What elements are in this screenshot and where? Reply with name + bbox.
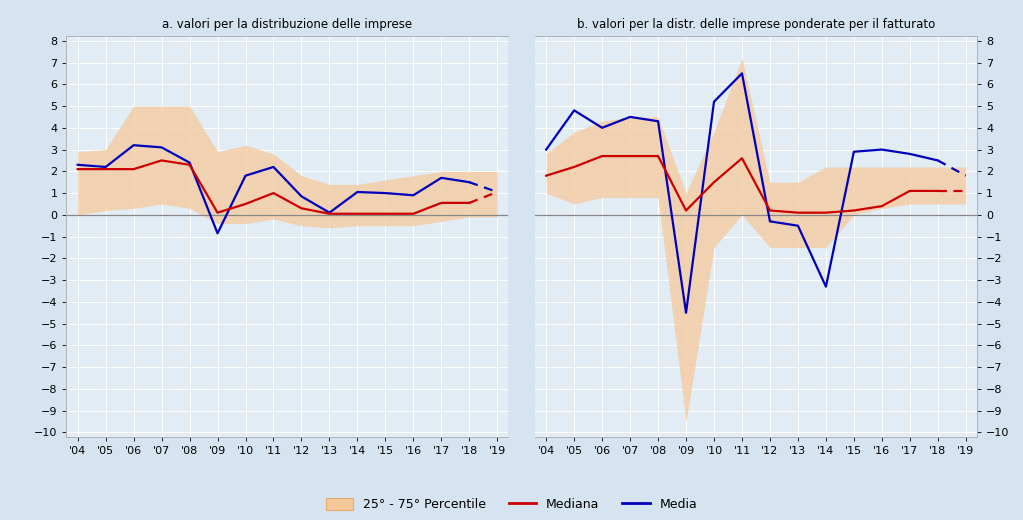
Title: b. valori per la distr. delle imprese ponderate per il fatturato: b. valori per la distr. delle imprese po… bbox=[577, 18, 935, 31]
Title: a. valori per la distribuzione delle imprese: a. valori per la distribuzione delle imp… bbox=[163, 18, 412, 31]
Legend: 25° - 75° Percentile, Mediana, Media: 25° - 75° Percentile, Mediana, Media bbox=[325, 498, 698, 511]
